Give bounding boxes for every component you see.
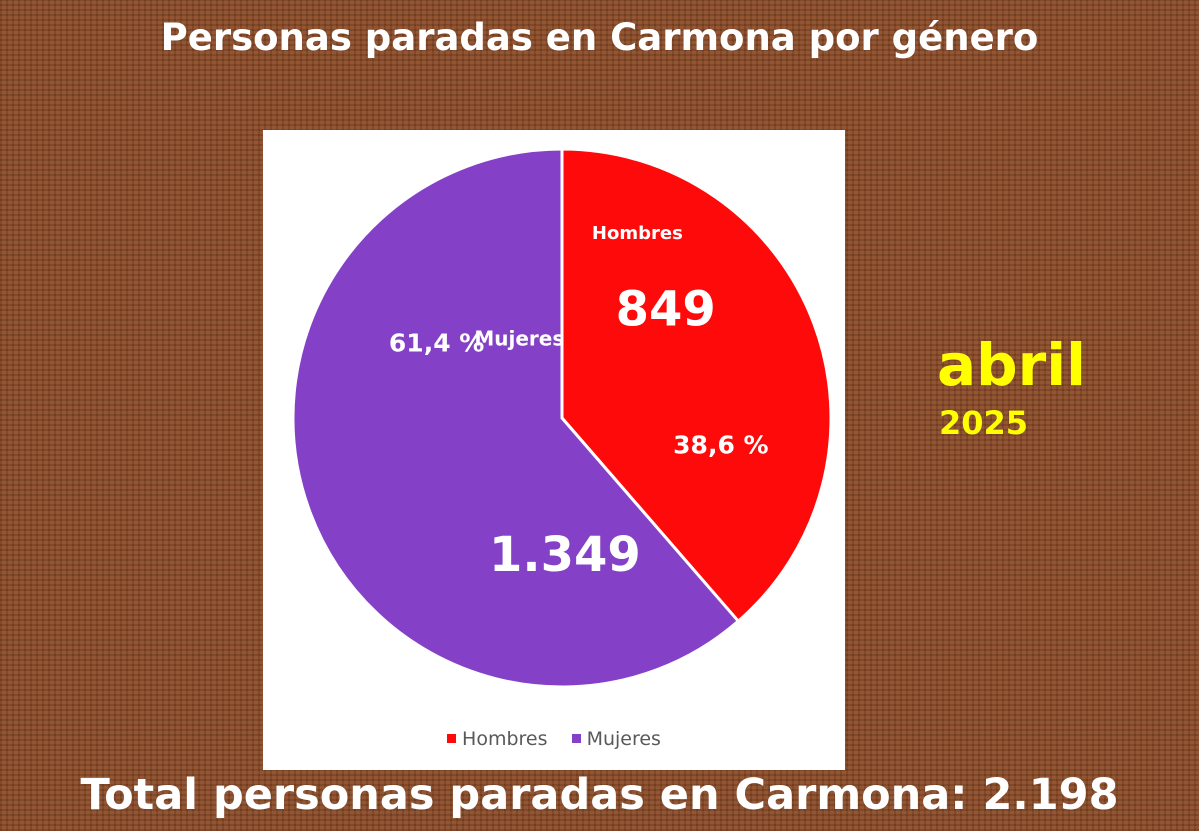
pie-slice-hombres	[560, 147, 833, 624]
chart-panel: Hombres 849 38,6 % Mujeres 1.349 61,4 % Hombr…	[263, 130, 845, 770]
legend-item-mujeres: Mujeres	[571, 728, 661, 750]
chart-title: Personas paradas en Carmona por género	[160, 16, 1039, 59]
slice-value-label-hombres: 849	[616, 281, 716, 337]
legend-label-mujeres: Mujeres	[586, 728, 661, 750]
slice-category-label-mujeres: Mujeres	[474, 327, 564, 351]
slice-category-label-hombres: Hombres	[592, 223, 683, 244]
legend-swatch-hombres	[447, 734, 457, 743]
slice-value-label-mujeres: 1.349	[489, 527, 641, 583]
legend-item-hombres: Hombres	[447, 728, 548, 750]
total-summary: Total personas paradas en Carmona: 2.198	[80, 770, 1119, 820]
legend-swatch-mujeres	[571, 734, 581, 743]
date-year: 2025	[939, 404, 1029, 442]
pie-chart: Hombres 849 38,6 % Mujeres 1.349 61,4 %	[291, 147, 833, 689]
pie-slice-mujeres	[291, 147, 741, 689]
slice-percent-label-hombres: 38,6 %	[673, 430, 768, 459]
chart-legend: Hombres Mujeres	[263, 728, 845, 750]
slice-percent-label-mujeres: 61,4 %	[389, 329, 484, 358]
legend-label-hombres: Hombres	[462, 728, 548, 750]
date-month: abril	[937, 331, 1087, 399]
